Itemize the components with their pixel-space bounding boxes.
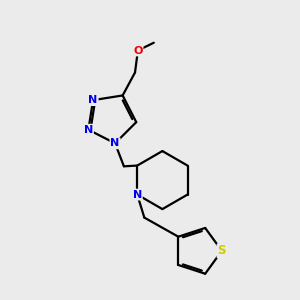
Text: N: N [110,138,120,148]
Text: N: N [133,190,142,200]
Text: O: O [133,46,142,56]
Text: N: N [88,95,98,105]
Text: N: N [84,125,93,135]
Text: S: S [218,244,226,257]
